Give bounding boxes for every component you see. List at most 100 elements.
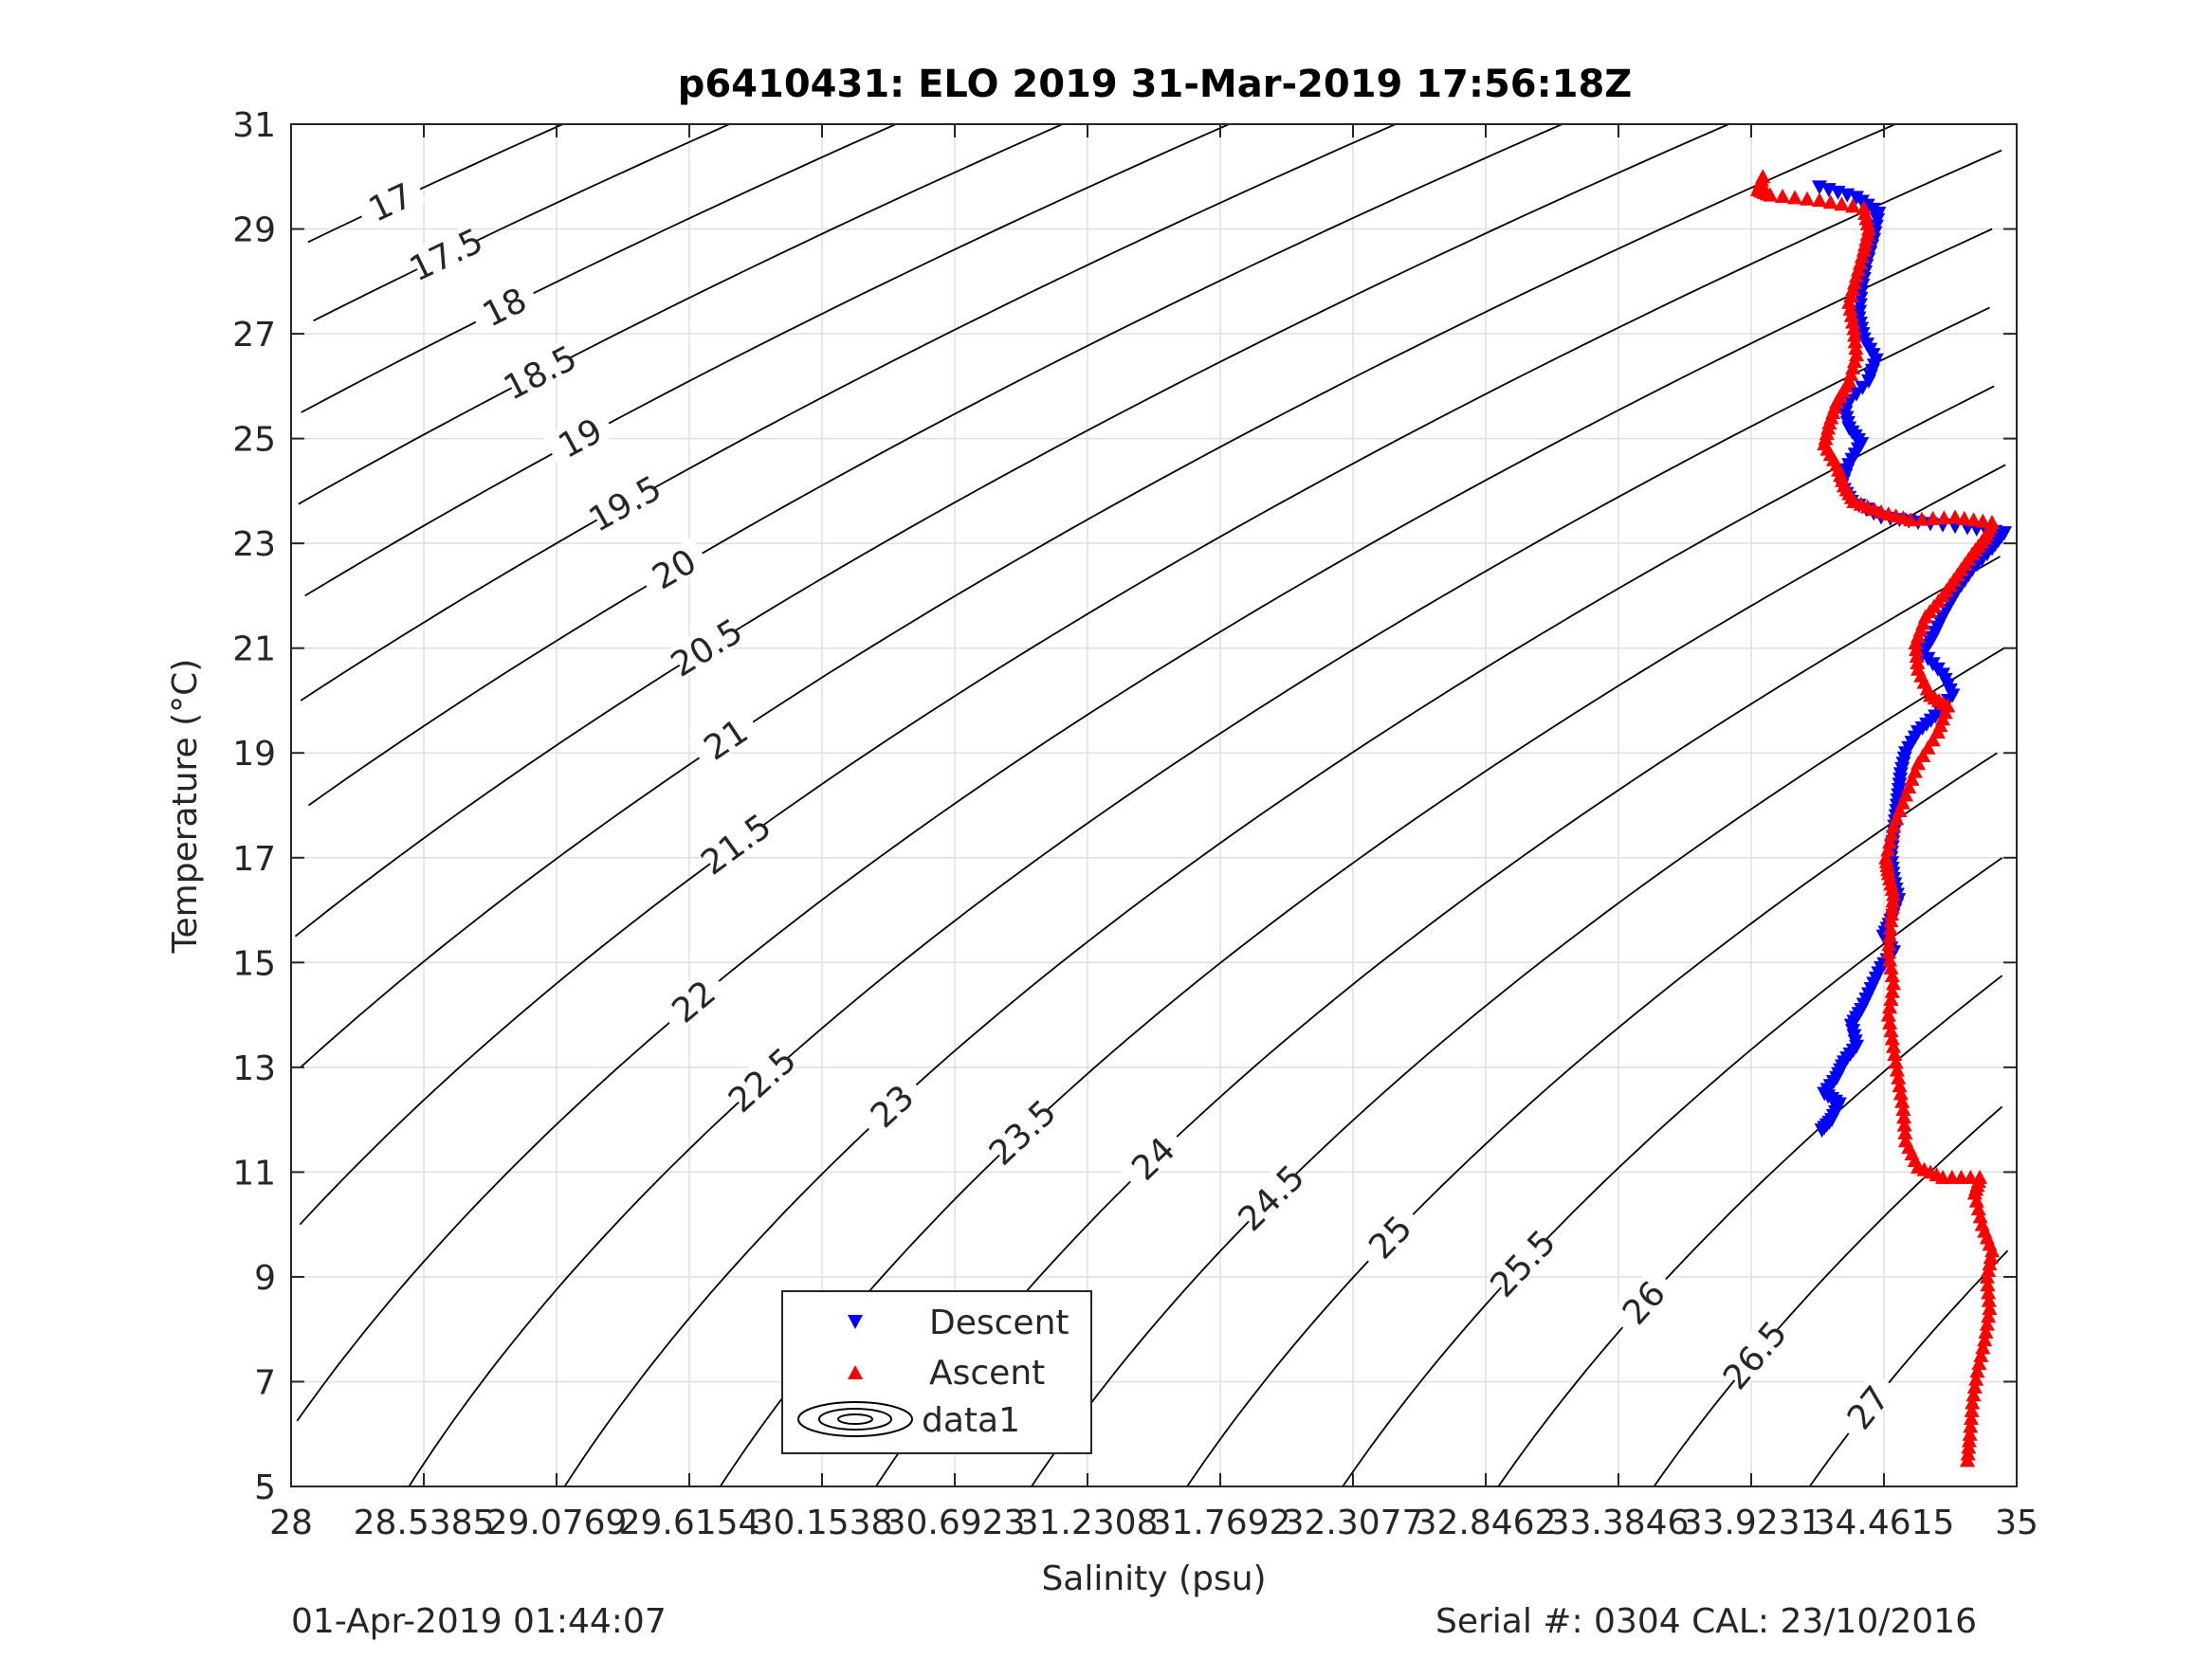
data-series	[1750, 169, 2012, 1468]
contour-line	[1653, 1105, 2003, 1487]
contour-line	[299, 149, 2002, 1226]
data-point	[1968, 1371, 1984, 1386]
data-point	[1887, 1047, 1903, 1062]
contour-line	[300, 123, 1896, 1068]
legend-data1-label: data1	[922, 1401, 1020, 1440]
contour-line	[296, 228, 1993, 1422]
data-point	[1963, 1418, 1979, 1433]
data-point	[1800, 191, 1815, 206]
contour-label-bg	[855, 1070, 925, 1139]
contour-label-bg	[587, 471, 660, 532]
data-point	[1856, 200, 1872, 215]
y-tick-label: 27	[232, 316, 276, 355]
y-tick-label: 19	[232, 735, 276, 774]
data-point	[1896, 1117, 1912, 1132]
data-point	[1965, 1387, 1982, 1402]
x-tick-label: 28	[269, 1504, 313, 1542]
data-point	[1904, 771, 1920, 786]
contour-label-bg	[542, 406, 615, 466]
data-point	[1897, 1124, 1913, 1139]
data-point	[1969, 1363, 1985, 1378]
data-point	[1755, 169, 1771, 184]
legend-ascent-marker	[848, 1365, 863, 1379]
contour-label: 17.5	[404, 222, 489, 290]
contour-label-bg	[1608, 1266, 1676, 1337]
data-point	[1886, 975, 1901, 991]
data-point	[1881, 936, 1897, 951]
x-tick-label: 33.3846	[1548, 1504, 1690, 1542]
data-point	[1882, 928, 1898, 943]
data-point	[1963, 1411, 1979, 1426]
data-point	[1886, 818, 1901, 833]
y-axis: 5 7 9 11 13 15 17 19 21 23 25 27 29 31	[232, 106, 2017, 1507]
contour-label-bg	[1719, 1318, 1786, 1389]
data-point	[1981, 1308, 1997, 1323]
contour-line	[1342, 857, 2003, 1487]
y-tick-label: 11	[232, 1154, 276, 1193]
data-point	[1892, 1085, 1909, 1101]
data-point	[1884, 1030, 1900, 1046]
y-tick-label: 7	[254, 1363, 276, 1402]
data-point	[1814, 1123, 1830, 1139]
contour-label-bg	[669, 614, 741, 677]
footer-serial-cal: Serial #: 0304 CAL: 23/10/2016	[1435, 1602, 1977, 1641]
data-point	[1882, 952, 1898, 967]
data-point	[1882, 999, 1898, 1014]
contour-label-bg	[699, 810, 771, 875]
y-tick-label: 25	[232, 421, 276, 460]
contour-label: 26.5	[1716, 1314, 1795, 1397]
legend-ascent-label: Ascent	[929, 1354, 1045, 1393]
contour-line	[304, 123, 1230, 597]
footer-timestamp: 01-Apr-2019 01:44:07	[291, 1602, 667, 1641]
data-point	[1891, 1069, 1907, 1085]
data-point	[1901, 779, 1917, 794]
data-point	[1894, 794, 1910, 810]
contour-label-bg	[353, 172, 426, 228]
data-point	[1882, 921, 1898, 936]
data-point	[1966, 1378, 1983, 1394]
contour-label-bg	[1487, 1227, 1555, 1297]
data-point	[1910, 756, 1926, 771]
data-point	[1883, 991, 1899, 1006]
contour-label-bg	[657, 966, 728, 1033]
data-point	[1975, 1340, 1991, 1355]
data-point	[1965, 1395, 1981, 1410]
contour-line	[301, 123, 897, 413]
data-point	[1907, 763, 1923, 778]
contour-label-bg	[466, 276, 539, 335]
contour-line	[307, 123, 1563, 807]
x-tick-label: 35	[1995, 1504, 2038, 1542]
contour-line	[300, 123, 1397, 702]
data-point	[1970, 1201, 1986, 1216]
y-tick-label: 17	[232, 840, 276, 879]
x-axis-label: Salinity (psu)	[1041, 1559, 1266, 1598]
legend: Descent Ascent data1	[781, 1290, 1092, 1454]
contour-label: 18.5	[498, 338, 583, 408]
contour-label-bg	[1833, 1371, 1899, 1442]
y-tick-label: 15	[232, 944, 276, 983]
x-tick-label: 30.6923	[885, 1504, 1026, 1542]
data-point	[1894, 1093, 1910, 1108]
contour-label-bg	[409, 224, 482, 282]
contour-label-bg	[503, 341, 576, 400]
x-tick-label: 32.8462	[1416, 1504, 1557, 1542]
data-point	[1947, 509, 1963, 524]
data-point	[1878, 849, 1894, 865]
legend-descent-marker	[848, 1315, 863, 1329]
y-tick-label: 23	[232, 525, 276, 564]
chart-title: p6410431: ELO 2019 31-Mar-2019 17:56:18Z	[678, 63, 1633, 106]
data-point	[1880, 1007, 1896, 1022]
contour-label-bg	[1117, 1122, 1186, 1192]
data-point	[1974, 1216, 1990, 1231]
data-point	[1964, 1402, 1980, 1417]
contour-label-bg	[636, 537, 709, 598]
contour-label-bg	[688, 705, 760, 769]
contour-label-bg	[725, 1045, 795, 1112]
contour-line	[1186, 752, 1998, 1487]
x-tick-label: 29.0769	[486, 1504, 628, 1542]
contour-line	[1497, 975, 2003, 1487]
legend-contour-icon	[797, 1401, 913, 1437]
x-axis: 28 28.538529.076929.615430.153830.692331.…	[269, 124, 2038, 1542]
data-point	[1920, 739, 1936, 755]
